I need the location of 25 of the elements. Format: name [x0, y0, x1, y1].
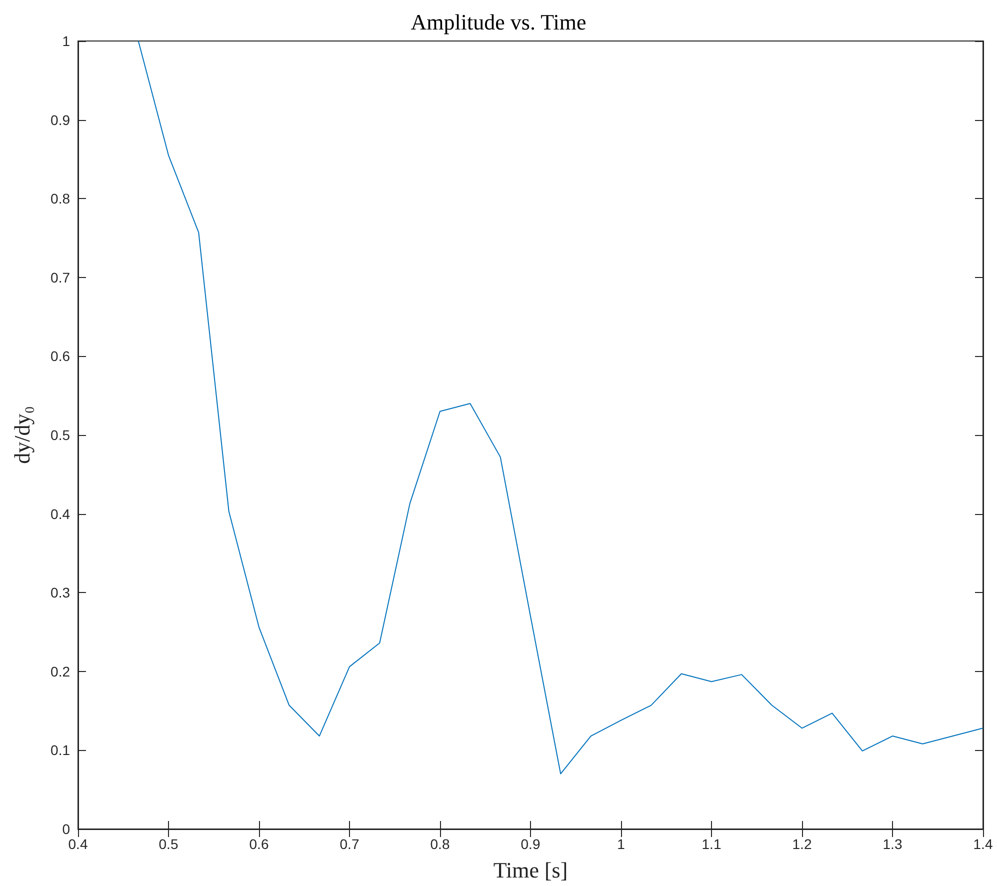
y-tick-label: 0.5: [50, 427, 70, 443]
x-axis-title: Time [s]: [493, 858, 568, 882]
y-tick-label: 0.4: [50, 506, 70, 522]
x-tick-label: 0.9: [520, 836, 540, 852]
x-tick-label: 0.5: [158, 836, 178, 852]
y-tick-label: 0.7: [50, 269, 70, 286]
x-tick-label: 1: [617, 836, 626, 852]
y-tick-label: 0.9: [50, 112, 70, 128]
y-tick-label: 0.2: [50, 663, 70, 680]
x-tick-label: 0.7: [340, 836, 360, 852]
x-tick-label: 1.2: [792, 836, 812, 852]
line-series: [138, 40, 984, 774]
x-tick-label: 1.1: [702, 836, 722, 852]
x-tick-label: 0.8: [430, 836, 450, 852]
y-tick-label: 0.8: [50, 190, 70, 207]
x-tick-label: 1.4: [973, 836, 993, 852]
x-tick-label: 0.6: [249, 836, 269, 852]
y-tick-label: 1: [62, 33, 70, 49]
x-tick-label: 1.3: [882, 836, 902, 852]
chart-title: Amplitude vs. Time: [410, 10, 586, 34]
y-axis-title: dy/dy₀: [10, 406, 34, 464]
y-tick-label: 0.1: [50, 742, 70, 758]
y-tick-label: 0.6: [50, 348, 70, 364]
y-tick-label: 0.3: [50, 584, 70, 601]
y-tick-label: 0: [62, 821, 70, 837]
